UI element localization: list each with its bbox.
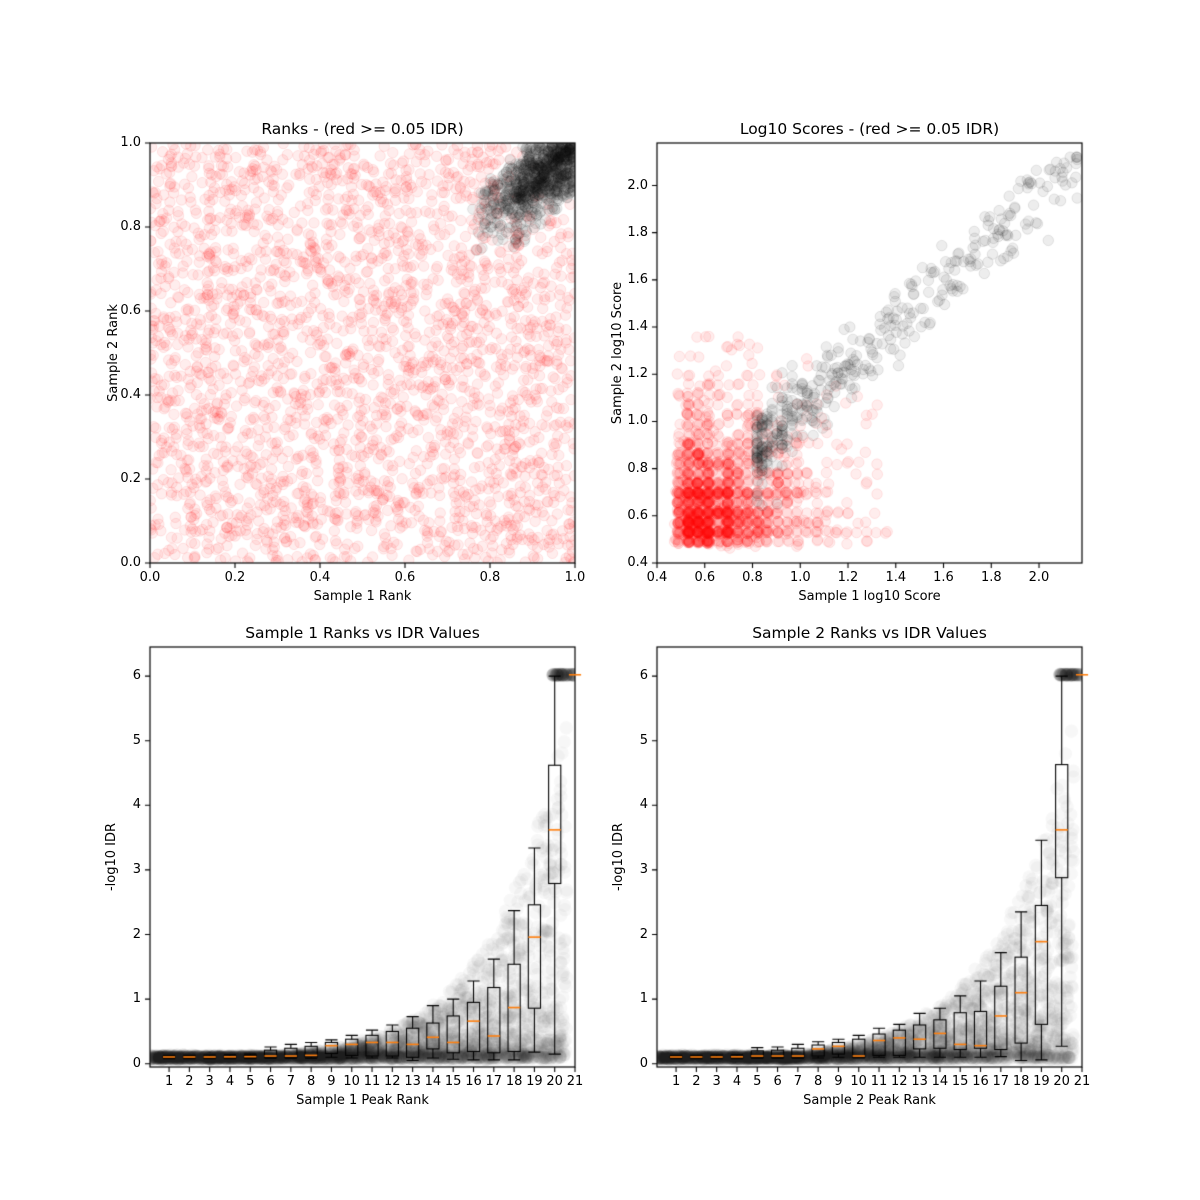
x-tick-label: 18: [505, 1074, 523, 1089]
x-tick-label: 15: [951, 1074, 969, 1089]
x-tick-label: 0.4: [646, 570, 668, 585]
y-tick-label: 6: [639, 668, 648, 684]
sample2-boxplot-xlabel: Sample 2 Peak Rank: [803, 1093, 936, 1108]
x-tick-label: 10: [343, 1074, 360, 1089]
y-tick-label: 4: [132, 797, 141, 813]
y-tick-label: 1.0: [120, 135, 141, 150]
x-tick-label: 9: [327, 1074, 336, 1089]
x-tick-label: 17: [992, 1074, 1010, 1089]
x-tick-label: 0.2: [224, 570, 246, 585]
x-tick-label: 20: [546, 1074, 563, 1089]
y-tick-label: 0.6: [120, 303, 141, 318]
x-tick-label: 0.6: [394, 570, 416, 585]
x-tick-label: 5: [246, 1074, 255, 1089]
x-tick-label: 1.0: [789, 570, 811, 585]
x-tick-label: 0.8: [479, 570, 501, 585]
x-tick-label: 13: [404, 1074, 421, 1089]
x-tick-label: 0.4: [309, 570, 331, 585]
x-tick-label: 2: [692, 1074, 701, 1089]
x-tick-label: 2.0: [1028, 570, 1050, 585]
x-tick-label: 12: [384, 1074, 401, 1089]
x-tick-label: 11: [363, 1074, 381, 1089]
x-tick-label: 12: [891, 1074, 908, 1089]
x-tick-label: 3: [712, 1074, 721, 1089]
y-tick-label: 0: [639, 1055, 648, 1071]
y-tick-label: 5: [132, 732, 141, 748]
y-tick-label: 1.2: [627, 366, 648, 382]
x-tick-label: 19: [526, 1074, 543, 1089]
sample1-boxplot-ylabel: -log10 IDR: [104, 822, 119, 892]
y-tick-label: 0.6: [627, 507, 648, 523]
x-tick-label: 13: [911, 1074, 928, 1089]
x-tick-label: 17: [485, 1074, 503, 1089]
ranks-scatter-xlabel: Sample 1 Rank: [313, 589, 412, 604]
sample1-boxplot-title: Sample 1 Ranks vs IDR Values: [245, 624, 480, 642]
x-tick-label: 10: [850, 1074, 867, 1089]
y-tick-label: 1.6: [627, 271, 648, 287]
scores-scatter-xlabel: Sample 1 log10 Score: [798, 589, 941, 604]
y-tick-label: 2: [639, 926, 648, 942]
x-tick-label: 1.0: [564, 570, 586, 585]
y-tick-label: 0.0: [120, 555, 141, 570]
x-tick-label: 4: [225, 1074, 235, 1089]
x-tick-label: 19: [1033, 1074, 1050, 1089]
y-tick-label: 1.4: [627, 319, 648, 334]
x-tick-label: 14: [931, 1074, 949, 1089]
sample2-boxplot-ylabel: -log10 IDR: [611, 822, 626, 892]
x-tick-label: 21: [1073, 1074, 1091, 1089]
x-tick-label: 8: [307, 1074, 316, 1089]
x-tick-label: 6: [266, 1074, 275, 1089]
x-tick-label: 0.8: [742, 570, 763, 585]
y-tick-label: 6: [132, 668, 141, 684]
y-tick-label: 2: [132, 926, 141, 942]
x-tick-label: 14: [424, 1074, 442, 1089]
x-tick-label: 1.2: [837, 570, 859, 585]
x-tick-label: 3: [205, 1074, 214, 1089]
x-tick-label: 6: [773, 1074, 782, 1089]
y-tick-label: 3: [639, 861, 648, 877]
x-tick-label: 1.6: [933, 570, 954, 585]
x-tick-label: 4: [732, 1074, 742, 1089]
y-tick-label: 0.4: [627, 555, 648, 570]
y-tick-label: 0.2: [120, 471, 141, 486]
x-tick-label: 1: [671, 1074, 681, 1089]
x-tick-label: 18: [1012, 1074, 1030, 1089]
y-tick-label: 3: [132, 861, 141, 877]
sample1-boxplot-xlabel: Sample 1 Peak Rank: [296, 1093, 429, 1108]
x-tick-label: 11: [870, 1074, 888, 1089]
x-tick-label: 9: [834, 1074, 843, 1089]
scores-scatter-ylabel: Sample 2 log10 Score: [610, 281, 625, 425]
y-tick-label: 0.8: [627, 460, 648, 476]
x-tick-label: 5: [753, 1074, 762, 1089]
x-tick-label: 16: [465, 1074, 482, 1089]
y-tick-label: 0.8: [120, 219, 141, 234]
sample2-boxplot-title: Sample 2 Ranks vs IDR Values: [752, 624, 987, 642]
x-tick-label: 7: [793, 1074, 803, 1089]
y-tick-label: 1: [132, 991, 141, 1007]
x-tick-label: 2: [185, 1074, 194, 1089]
x-tick-label: 20: [1053, 1074, 1070, 1089]
x-tick-label: 0.6: [694, 570, 716, 585]
x-tick-label: 1.4: [885, 570, 907, 585]
y-tick-label: 2.0: [627, 177, 648, 193]
x-tick-label: 16: [972, 1074, 989, 1089]
x-tick-label: 7: [286, 1074, 296, 1089]
x-tick-label: 21: [566, 1074, 584, 1089]
y-tick-label: 1: [639, 991, 648, 1007]
y-tick-label: 4: [639, 797, 648, 813]
y-tick-label: 1.0: [627, 413, 648, 429]
y-tick-label: 1.8: [627, 224, 648, 240]
scores-scatter-title: Log10 Scores - (red >= 0.05 IDR): [739, 120, 1000, 138]
x-tick-label: 15: [444, 1074, 462, 1089]
x-tick-label: 1: [164, 1074, 174, 1089]
y-tick-label: 0.4: [120, 387, 141, 402]
y-tick-label: 5: [639, 732, 648, 748]
x-tick-label: 1.8: [980, 570, 1002, 585]
x-tick-label: 0.0: [139, 570, 161, 585]
ranks-scatter-title: Ranks - (red >= 0.05 IDR): [261, 120, 464, 138]
x-tick-label: 8: [814, 1074, 823, 1089]
y-tick-label: 0: [132, 1055, 141, 1071]
